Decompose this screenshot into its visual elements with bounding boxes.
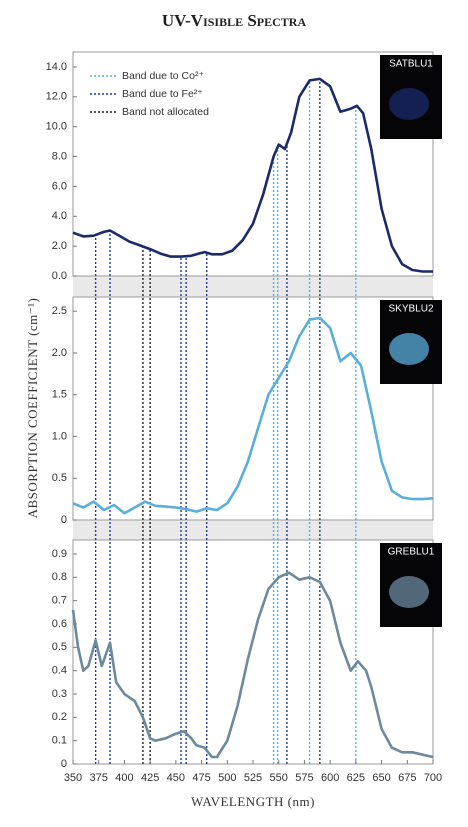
- x-tick-label: 525: [244, 772, 262, 784]
- y-tick-label: 2.0: [52, 240, 67, 252]
- panel: [72, 539, 434, 765]
- panel-gap: [73, 520, 433, 540]
- x-tick-label: 550: [270, 772, 288, 784]
- y-tick-label: 0: [61, 514, 67, 526]
- x-tick-label: 375: [90, 772, 108, 784]
- x-tick-label: 400: [115, 772, 133, 784]
- y-tick-label: 6.0: [52, 180, 67, 192]
- y-tick-label: 0.2: [52, 711, 67, 723]
- y-tick-label: 0.3: [52, 688, 67, 700]
- sample-label: SATBLU1: [389, 59, 433, 70]
- y-tick-label: 0: [61, 758, 67, 770]
- spectrum-line: [72, 77, 433, 273]
- y-axis-title: ABSORPTION COEFFICIENT (cm⁻¹): [25, 298, 40, 519]
- y-tick-label: 0.7: [52, 595, 67, 607]
- y-tick-label: 14.0: [46, 61, 67, 73]
- y-tick-label: 2.0: [52, 347, 67, 359]
- y-tick-label: 1.5: [52, 389, 67, 401]
- x-axis-title: WAVELENGTH (nm): [191, 794, 315, 809]
- y-tick-label: 0.4: [52, 665, 67, 677]
- y-tick-label: 0.5: [52, 641, 67, 653]
- x-tick-label: 475: [192, 772, 210, 784]
- x-tick-label: 625: [347, 772, 365, 784]
- y-tick-label: 12.0: [46, 91, 67, 103]
- x-tick-label: 675: [398, 772, 416, 784]
- y-tick-label: 1.0: [52, 430, 67, 442]
- x-tick-label: 650: [372, 772, 390, 784]
- x-tick-label: 575: [295, 772, 313, 784]
- sample-stone: [389, 576, 429, 608]
- sample-label: GREBLU1: [388, 547, 435, 558]
- panel-gap: [73, 276, 433, 297]
- y-tick-label: 0.8: [52, 571, 67, 583]
- legend-label: Band due to Co²⁺: [122, 70, 204, 82]
- y-tick-label: 0.1: [52, 735, 67, 747]
- chart-title: UV-Visible Spectra: [162, 11, 307, 30]
- y-tick-label: 0.5: [52, 472, 67, 484]
- y-tick-label: 0.9: [52, 548, 67, 560]
- spectrum-line: [71, 571, 434, 759]
- sample-stone: [389, 333, 429, 365]
- panel: [72, 51, 434, 277]
- sample-stone: [389, 88, 429, 120]
- x-tick-label: 700: [424, 772, 442, 784]
- y-tick-label: 0.0: [52, 270, 67, 282]
- legend-label: Band due to Fe²⁺: [122, 88, 203, 100]
- x-tick-label: 350: [64, 772, 82, 784]
- x-tick-label: 500: [218, 772, 236, 784]
- y-tick-label: 8.0: [52, 150, 67, 162]
- y-tick-label: 0.6: [52, 618, 67, 630]
- sample-label: SKYBLU2: [388, 304, 433, 315]
- y-tick-label: 4.0: [52, 210, 67, 222]
- spectrum-line: [72, 316, 434, 515]
- panel: [72, 296, 434, 521]
- legend: Band due to Co²⁺ Band due to Fe²⁺ Band not…: [90, 70, 209, 118]
- x-tick-label: 425: [141, 772, 159, 784]
- x-tick-label: 450: [167, 772, 185, 784]
- legend-label: Band not allocated: [122, 106, 209, 118]
- y-tick-label: 10.0: [46, 121, 67, 133]
- x-tick-label: 600: [321, 772, 339, 784]
- y-tick-label: 2.5: [52, 305, 67, 317]
